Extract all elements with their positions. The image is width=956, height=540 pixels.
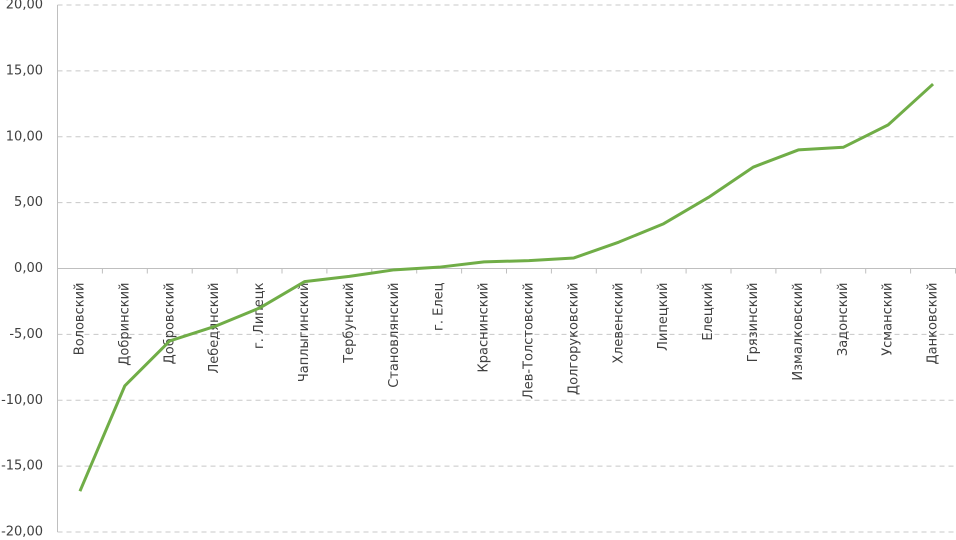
x-tick-label: Воловский [72, 283, 87, 356]
x-tick-label: Усманский [881, 283, 896, 356]
x-tick-label: Данковский [926, 283, 941, 365]
x-tick-label: Задонский [836, 283, 851, 357]
x-tick-label: Липецкий [656, 283, 671, 351]
y-tick-label: -20,00 [1, 525, 43, 540]
y-tick-label: 10,00 [6, 129, 43, 144]
data-line [78, 82, 935, 492]
x-tick-label: Елецкий [701, 283, 716, 341]
y-tick-label: 5,00 [14, 195, 43, 210]
x-tick-label: Грязинский [746, 283, 761, 363]
x-tick-label: Добровский [162, 283, 177, 365]
x-tick-label: Чаплыгинский [297, 283, 312, 383]
y-tick-label: -5,00 [9, 327, 43, 342]
y-tick-label: 0,00 [14, 261, 43, 276]
y-tick-label: 20,00 [6, 0, 43, 13]
x-tick-label: г. Липецк [252, 282, 267, 349]
y-tick-label: -10,00 [1, 393, 43, 408]
x-tick-label: Добринский [117, 283, 132, 366]
x-tick-label: Становлянский [387, 283, 402, 388]
x-tick-label: Долгоруковский [566, 283, 581, 396]
x-tick-label: Хлевенский [611, 283, 626, 364]
y-tick-label: -15,00 [1, 459, 43, 474]
x-tick-label: Лев-Толстовский [521, 283, 536, 400]
y-tick-label: 15,00 [6, 63, 43, 78]
x-tick-label: Измалковский [791, 283, 806, 381]
x-tick-label: г. Елец [432, 282, 447, 331]
x-tick-label: Краснинский [477, 283, 492, 373]
x-tick-label: Тербунский [342, 283, 357, 364]
